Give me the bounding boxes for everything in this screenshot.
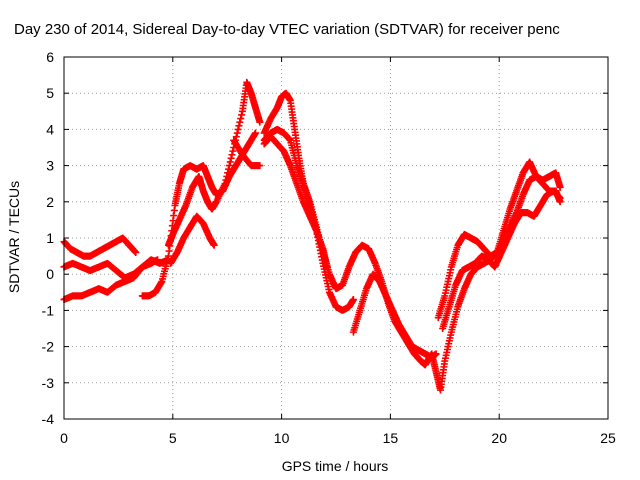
y-tick-label: 6 bbox=[46, 49, 54, 65]
y-tick-label: 4 bbox=[46, 121, 54, 137]
data-point bbox=[228, 151, 236, 159]
data-point bbox=[349, 296, 357, 304]
data-point bbox=[233, 129, 241, 137]
series-track-3 bbox=[60, 256, 172, 304]
y-tick-label: -4 bbox=[42, 411, 55, 427]
y-tick-label: 2 bbox=[46, 194, 54, 210]
y-axis-label: SDTVAR / TECUs bbox=[6, 181, 22, 293]
data-point bbox=[237, 115, 245, 123]
axis-ticks: 0 5 10 15 20 25 -4 -3 -2 -1 0 1 2 3 4 5 6 bbox=[42, 49, 616, 446]
data-point bbox=[232, 133, 240, 141]
data-point bbox=[224, 169, 232, 177]
series-track-11 bbox=[349, 270, 440, 361]
y-tick-label: -1 bbox=[42, 302, 55, 318]
x-tick-label: 10 bbox=[274, 430, 290, 446]
data-point bbox=[222, 176, 230, 184]
x-tick-label: 20 bbox=[491, 430, 507, 446]
series-track-6 bbox=[167, 212, 218, 267]
data-point bbox=[210, 241, 218, 249]
series-track-14 bbox=[439, 187, 564, 332]
data-point bbox=[323, 263, 331, 271]
data-point bbox=[225, 165, 233, 173]
data-point bbox=[236, 118, 244, 126]
x-axis-label: GPS time / hours bbox=[282, 458, 389, 474]
data-point bbox=[229, 147, 237, 155]
y-tick-label: 3 bbox=[46, 158, 54, 174]
y-tick-label: -2 bbox=[42, 339, 55, 355]
x-tick-label: 0 bbox=[60, 430, 68, 446]
data-point bbox=[221, 180, 229, 188]
data-point bbox=[251, 129, 259, 137]
data-points bbox=[60, 78, 564, 394]
series-track-7 bbox=[230, 136, 264, 170]
y-tick-label: 1 bbox=[46, 230, 54, 246]
chart-title: Day 230 of 2014, Sidereal Day-to-day VTE… bbox=[14, 21, 560, 38]
series-track-5 bbox=[164, 78, 264, 249]
data-point bbox=[556, 183, 564, 191]
data-point bbox=[132, 248, 140, 256]
y-tick-label: -3 bbox=[42, 375, 55, 391]
x-tick-label: 25 bbox=[600, 430, 616, 446]
data-point bbox=[235, 122, 243, 130]
y-tick-label: 5 bbox=[46, 85, 54, 101]
data-point bbox=[226, 158, 234, 166]
data-point bbox=[256, 162, 264, 170]
x-tick-label: 5 bbox=[169, 430, 177, 446]
series-track-10 bbox=[260, 133, 331, 271]
data-point bbox=[234, 125, 242, 133]
y-tick-label: 0 bbox=[46, 266, 54, 282]
series-track-1 bbox=[60, 234, 140, 260]
data-point bbox=[223, 172, 231, 180]
data-point bbox=[256, 118, 264, 126]
data-point bbox=[556, 194, 564, 202]
data-point bbox=[238, 111, 246, 119]
data-point bbox=[225, 162, 233, 170]
x-tick-label: 15 bbox=[383, 430, 399, 446]
grid-lines bbox=[64, 57, 608, 419]
data-point bbox=[227, 154, 235, 162]
series-track-13 bbox=[434, 158, 564, 322]
